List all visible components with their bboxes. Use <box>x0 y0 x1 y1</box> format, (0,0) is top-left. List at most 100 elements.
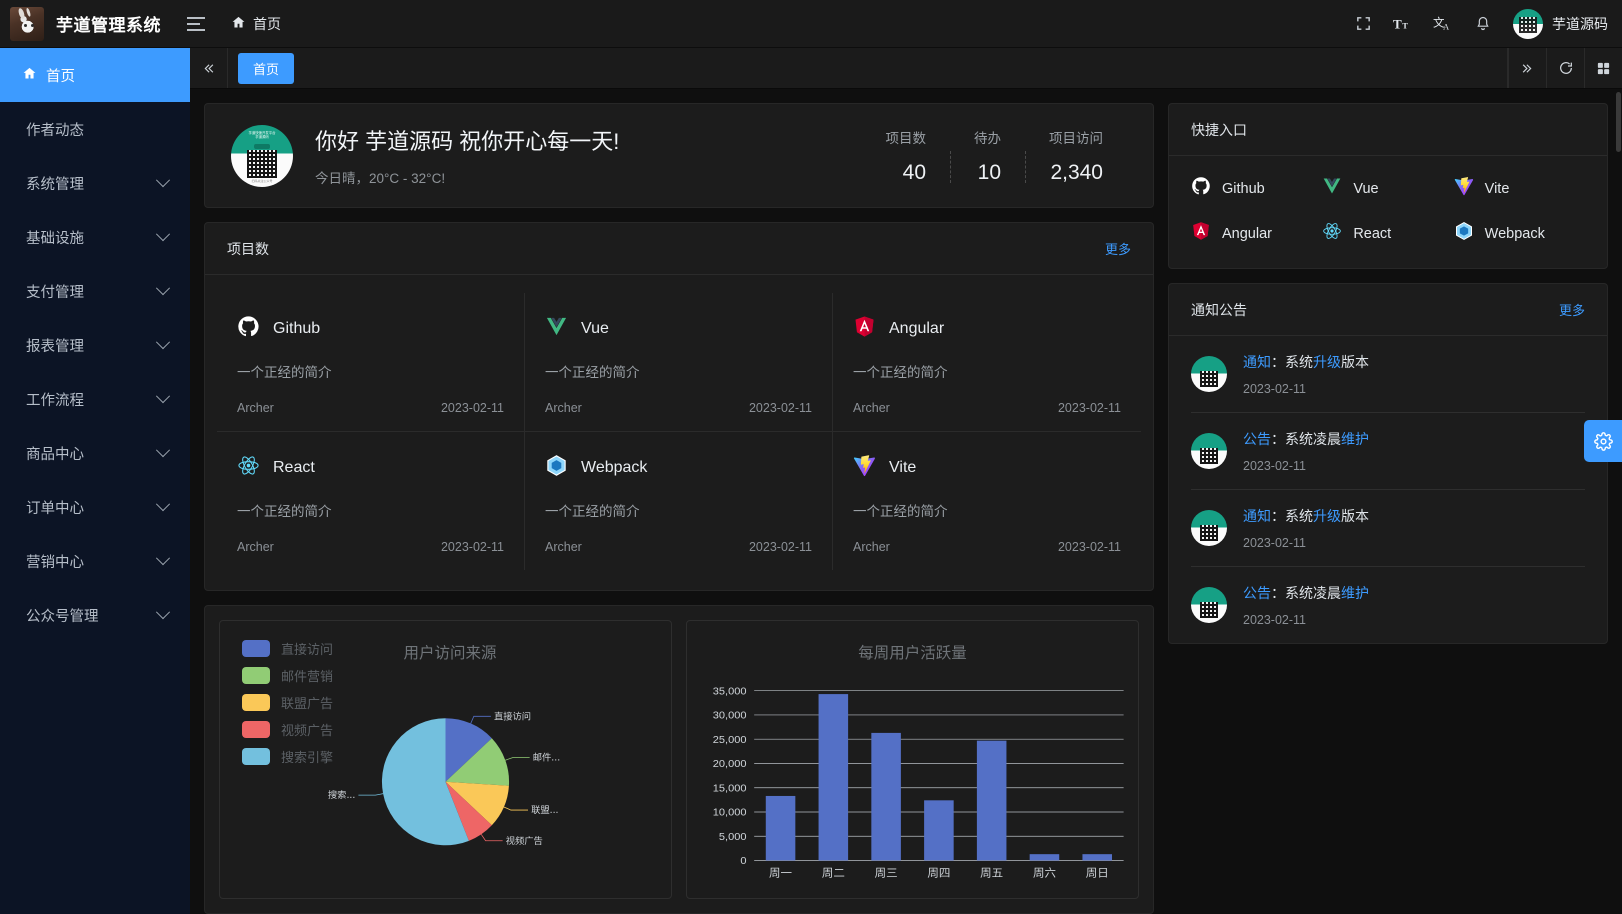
settings-gear-icon[interactable] <box>1584 420 1622 462</box>
sidebar-item-infrastructure[interactable]: 基础设施 <box>0 210 190 264</box>
chevron-down-icon <box>155 443 171 458</box>
bar-rect[interactable] <box>976 740 1007 861</box>
project-card-item[interactable]: Vue 一个正经的简介 Archer 2023-02-11 <box>525 293 833 432</box>
pie-legend-item[interactable]: 直接访问 <box>242 639 333 658</box>
notice-title: 通知公告 <box>1191 301 1247 318</box>
fullscreen-icon[interactable] <box>1343 0 1383 48</box>
notice-list-item[interactable]: 公告：系统凌晨维护 2023-02-11 <box>1191 413 1585 490</box>
refresh-icon[interactable] <box>1546 48 1584 88</box>
bar-chart-canvas: 0 5,000 10,000 15,000 20,000 25,000 30,000 35,0… <box>687 621 1138 898</box>
font-size-icon[interactable]: T T <box>1383 0 1423 48</box>
pie-legend-item[interactable]: 邮件营销 <box>242 666 333 685</box>
sidebar-item-label: 系统管理 <box>26 176 84 193</box>
quick-entry-item[interactable]: Webpack <box>1454 221 1585 246</box>
sidebar-item-workflow[interactable]: 工作流程 <box>0 372 190 426</box>
bar-rect[interactable] <box>1082 854 1112 861</box>
pie-legend-item[interactable]: 视频广告 <box>242 720 333 739</box>
quick-entry-item[interactable]: Vite <box>1454 176 1585 201</box>
sidebar-item-system-management[interactable]: 系统管理 <box>0 156 190 210</box>
notice-item-date: 2023-02-11 <box>1243 382 1307 396</box>
breadcrumb[interactable]: 首页 <box>231 14 281 34</box>
sidebar: 首页 作者动态 系统管理 基础设施 支付管理 报表管理 工作流程 <box>0 48 190 914</box>
notice-more-link[interactable]: 更多 <box>1558 303 1585 318</box>
notice-list-item[interactable]: 通知：系统升级版本 2023-02-11 <box>1191 490 1585 567</box>
user-menu[interactable]: 芋道源码 <box>1513 8 1608 39</box>
project-more-link[interactable]: 更多 <box>1104 242 1131 257</box>
bar-rect[interactable] <box>924 800 954 861</box>
notice-item-date: 2023-02-11 <box>1243 536 1307 550</box>
notice-card: 通知公告 更多 通知：系统升级版本 2023-02-11 公告：系统凌晨维护 2… <box>1168 283 1608 644</box>
project-item-name: React <box>273 459 315 476</box>
chevron-down-icon <box>155 497 171 512</box>
pie-legend-item[interactable]: 联盟广告 <box>242 693 333 712</box>
quick-entry-label: Angular <box>1222 225 1272 242</box>
banner-stats: 项目数 40 待办 10 项目访问 2,340 <box>862 127 1128 185</box>
tab-home[interactable]: 首页 <box>238 52 295 84</box>
sidebar-item-home[interactable]: 首页 <box>0 48 190 102</box>
bar-rect[interactable] <box>871 732 901 861</box>
quick-entry-label: React <box>1353 225 1392 242</box>
sidebar-item-label: 工作流程 <box>26 392 84 409</box>
chevron-double-right-icon[interactable] <box>1508 48 1546 88</box>
pie-legend-item[interactable]: 搜索引擎 <box>242 747 333 766</box>
bar-x-tick-label: 周四 <box>927 867 950 880</box>
webpack-icon <box>1454 221 1474 246</box>
project-card-item[interactable]: Vite 一个正经的简介 Archer 2023-02-11 <box>833 432 1141 570</box>
project-card-item[interactable]: Github 一个正经的简介 Archer 2023-02-11 <box>217 293 525 432</box>
bar-rect[interactable] <box>818 694 849 861</box>
bar-y-tick-label: 15,000 <box>713 783 747 795</box>
notice-list-item[interactable]: 公告：系统凌晨维护 2023-02-11 <box>1191 567 1585 643</box>
project-card-item[interactable]: Webpack 一个正经的简介 Archer 2023-02-11 <box>525 432 833 570</box>
project-item-author: Archer <box>545 401 582 415</box>
translate-icon[interactable]: 文 A <box>1423 0 1463 48</box>
quick-entry-header: 快捷入口 <box>1169 104 1607 156</box>
sidebar-item-author-news[interactable]: 作者动态 <box>0 102 190 156</box>
pie-slice[interactable] <box>445 738 510 786</box>
header-icon-group: T T 文 A 芋道源码 <box>1343 0 1608 48</box>
legend-swatch <box>242 640 270 657</box>
project-card-item[interactable]: React 一个正经的简介 Archer 2023-02-11 <box>217 432 525 570</box>
sidebar-item-label: 基础设施 <box>26 230 84 247</box>
angular-icon <box>1191 221 1211 246</box>
sidebar-item-product-center[interactable]: 商品中心 <box>0 426 190 480</box>
project-card: 项目数 更多 Github 一个正经的简介 Archer 2023-02-11 … <box>204 222 1154 591</box>
app-title: 芋道管理系统 <box>56 16 161 35</box>
sidebar-item-order-center[interactable]: 订单中心 <box>0 480 190 534</box>
project-item-meta: Archer 2023-02-11 <box>237 401 504 415</box>
grid-icon[interactable] <box>1584 48 1622 88</box>
sidebar-item-label: 报表管理 <box>26 338 84 355</box>
bar-chart-panel: 每周用户活跃量 0 5,000 10,000 15,000 20,000 25,000 30… <box>686 620 1139 899</box>
tab-list: 首页 <box>228 48 1508 88</box>
notice-list-item[interactable]: 通知：系统升级版本 2023-02-11 <box>1191 336 1585 413</box>
chevron-double-left-icon[interactable] <box>190 48 228 88</box>
page-scrollbar[interactable] <box>1616 92 1621 152</box>
sidebar-item-marketing-center[interactable]: 营销中心 <box>0 534 190 588</box>
project-item-name: Github <box>273 320 321 337</box>
sidebar-item-wechat-management[interactable]: 公众号管理 <box>0 588 190 642</box>
chevron-down-icon <box>155 227 171 242</box>
webpack-icon <box>545 454 568 482</box>
project-item-author: Archer <box>853 401 890 415</box>
pie-slice[interactable] <box>445 781 509 826</box>
sidebar-item-payment-management[interactable]: 支付管理 <box>0 264 190 318</box>
pie-chart-panel: 直接访问 邮件营销 联盟广告 视频广告 搜索引擎 用户访问来源 直接访问 邮件..… <box>219 620 672 899</box>
bell-icon[interactable] <box>1463 0 1503 48</box>
chevron-down-icon <box>155 335 171 350</box>
sidebar-item-label: 订单中心 <box>26 500 84 517</box>
bar-rect[interactable] <box>765 795 796 861</box>
sidebar-item-report-management[interactable]: 报表管理 <box>0 318 190 372</box>
menu-toggle-icon[interactable] <box>187 16 205 31</box>
quick-entry-item[interactable]: React <box>1322 221 1453 246</box>
quick-entry-item[interactable]: Angular <box>1191 221 1322 246</box>
pie-slice[interactable] <box>445 781 492 841</box>
quick-entry-item[interactable]: Vue <box>1322 176 1453 201</box>
breadcrumb-label: 首页 <box>253 15 281 32</box>
pie-slice[interactable] <box>381 718 469 846</box>
bar-rect[interactable] <box>1029 854 1060 861</box>
project-grid-wrapper: Github 一个正经的简介 Archer 2023-02-11 Vue 一个正… <box>205 275 1153 590</box>
pie-slice[interactable] <box>445 718 492 782</box>
project-item-date: 2023-02-11 <box>440 401 504 415</box>
project-card-item[interactable]: Angular 一个正经的简介 Archer 2023-02-11 <box>833 293 1141 432</box>
quick-entry-item[interactable]: Github <box>1191 176 1322 201</box>
